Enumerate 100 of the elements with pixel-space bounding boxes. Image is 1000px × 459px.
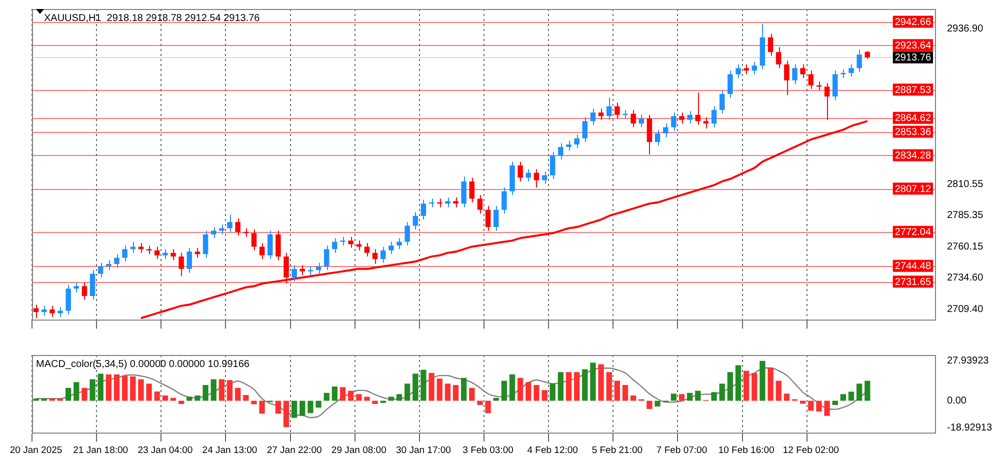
- bar: [348, 390, 354, 401]
- bar: [436, 378, 442, 401]
- bar: [372, 400, 378, 404]
- ref-line-label: 2864.62: [894, 113, 932, 124]
- bar: [460, 378, 467, 401]
- candlestick: [493, 206, 499, 232]
- bar: [90, 379, 96, 401]
- candlestick: [566, 140, 572, 152]
- candlestick: [590, 108, 596, 126]
- candlestick: [598, 108, 604, 120]
- candlestick: [445, 196, 450, 208]
- candlestick: [630, 109, 636, 128]
- bar: [654, 400, 660, 406]
- bar: [146, 384, 152, 401]
- candlestick: [832, 70, 838, 101]
- candlestick: [654, 129, 660, 146]
- bar: [218, 379, 225, 401]
- bar: [388, 396, 394, 401]
- candlestick: [404, 222, 410, 246]
- candlestick: [719, 90, 725, 114]
- bar: [743, 370, 750, 401]
- bar: [646, 400, 652, 410]
- candlestick: [469, 177, 475, 203]
- bar: [574, 372, 580, 401]
- line-series: [140, 120, 868, 320]
- candlestick: [728, 70, 733, 98]
- candlestick: [453, 196, 458, 208]
- candlestick: [324, 244, 330, 271]
- candlestick: [82, 282, 88, 300]
- bar: [711, 392, 717, 401]
- candlestick: [485, 206, 491, 232]
- bar: [808, 400, 814, 411]
- candlestick: [356, 240, 362, 251]
- candlestick: [41, 305, 47, 316]
- bar: [106, 374, 112, 401]
- candlestick: [808, 70, 814, 90]
- x-tick-label: 29 Jan 08:00: [331, 444, 386, 456]
- candlestick: [477, 194, 483, 214]
- candlestick: [227, 214, 232, 232]
- x-tick-label: 3 Feb 03:00: [462, 444, 514, 456]
- ref-line-label: 2772.04: [894, 227, 932, 238]
- bar: [186, 396, 192, 401]
- candlestick: [752, 61, 758, 75]
- candlestick: [744, 64, 749, 75]
- bar: [824, 400, 830, 416]
- bar: [622, 385, 628, 401]
- ref-line-label: 2731.65: [894, 276, 932, 288]
- candlestick: [251, 228, 257, 251]
- bar: [356, 394, 362, 401]
- bar: [477, 400, 483, 406]
- bar: [776, 380, 782, 401]
- candlestick: [178, 252, 184, 277]
- y-tick-label: -18.92913: [947, 422, 992, 434]
- bar: [614, 380, 620, 401]
- bar: [114, 374, 120, 401]
- bar: [832, 400, 838, 406]
- bar: [582, 369, 588, 401]
- candlestick: [638, 114, 644, 128]
- candlestick: [396, 238, 402, 250]
- bar: [848, 392, 854, 401]
- x-tick-label: 10 Feb 16:00: [718, 444, 774, 456]
- bar: [364, 396, 370, 401]
- candlestick: [348, 236, 354, 248]
- x-tick-label: 7 Feb 07:00: [656, 444, 708, 456]
- bar: [526, 382, 532, 401]
- bar: [686, 392, 693, 401]
- candlestick: [380, 246, 386, 264]
- bar: [598, 364, 604, 401]
- bar: [678, 394, 685, 401]
- candlestick: [130, 241, 136, 254]
- candlestick: [74, 282, 80, 293]
- bar: [283, 400, 290, 428]
- candlestick: [122, 244, 128, 262]
- candlestick: [534, 168, 540, 188]
- bar: [82, 388, 88, 401]
- candlestick: [856, 49, 862, 72]
- candlestick: [50, 305, 55, 318]
- candlestick: [186, 247, 192, 274]
- x-tick-label: 24 Jan 13:00: [202, 444, 258, 456]
- y-tick-label: 2810.55: [947, 179, 984, 190]
- bar: [122, 376, 128, 401]
- candlestick: [768, 33, 774, 56]
- bar: [856, 384, 862, 401]
- bar: [428, 372, 434, 401]
- bar: [542, 390, 548, 401]
- bar: [210, 379, 216, 401]
- bar: [760, 360, 766, 401]
- candlestick: [372, 248, 378, 264]
- x-tick-label: 23 Jan 04:00: [138, 444, 193, 456]
- candlestick: [364, 242, 370, 258]
- x-tick-label: 30 Jan 17:00: [396, 444, 451, 456]
- bar: [816, 400, 822, 412]
- bar: [630, 395, 636, 401]
- bar: [534, 385, 540, 401]
- candlestick: [662, 123, 668, 138]
- candlestick: [284, 252, 289, 284]
- candlestick: [550, 151, 556, 180]
- y-tick-label: 0.00: [947, 395, 967, 406]
- bar: [154, 391, 160, 401]
- candlestick: [518, 161, 523, 182]
